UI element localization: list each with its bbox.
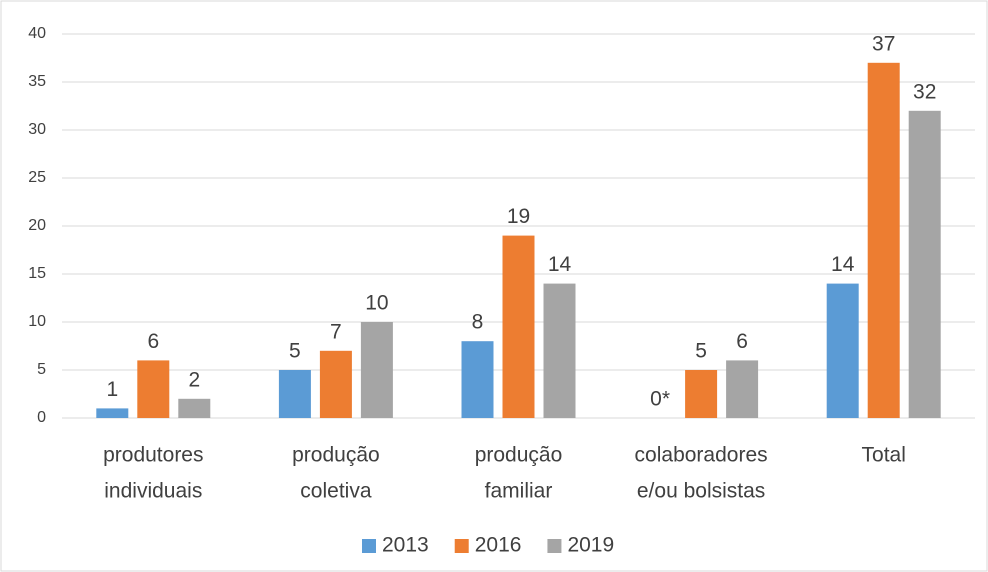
y-tick-label: 25 <box>28 169 46 186</box>
y-tick-label: 30 <box>28 121 46 138</box>
legend-label: 2013 <box>382 534 429 557</box>
bar <box>726 360 759 418</box>
legend-label: 2019 <box>567 534 614 557</box>
x-tick-label: produção <box>292 444 380 467</box>
value-label: 5 <box>695 340 707 363</box>
bar <box>137 360 170 418</box>
legend-swatch <box>454 539 469 553</box>
x-tick-label: individuais <box>104 480 202 503</box>
bar <box>685 370 718 418</box>
bar <box>867 62 900 419</box>
x-tick-label: e/ou bolsistas <box>637 480 765 503</box>
y-tick-label: 15 <box>28 265 46 282</box>
value-label: 32 <box>913 80 936 103</box>
x-tick-label: produção <box>475 444 563 467</box>
y-tick-label: 35 <box>28 73 46 90</box>
bar <box>360 322 393 418</box>
value-label: 14 <box>548 253 572 276</box>
y-tick-label: 0 <box>37 409 46 426</box>
legend-swatch <box>362 539 376 553</box>
bar <box>908 110 941 419</box>
bar <box>502 235 535 418</box>
value-label: 7 <box>330 320 342 343</box>
value-label: 6 <box>147 330 159 353</box>
value-label: 5 <box>289 340 301 363</box>
bar <box>178 398 211 418</box>
x-tick-label: coletiva <box>300 480 372 503</box>
value-label: 1 <box>106 378 118 401</box>
bar <box>96 408 129 418</box>
y-tick-label: 20 <box>28 217 46 234</box>
value-label: 19 <box>507 205 530 228</box>
bar <box>826 283 859 418</box>
value-label: 8 <box>472 311 484 334</box>
y-tick-label: 40 <box>28 25 46 42</box>
value-label: 0* <box>650 388 670 411</box>
x-tick-label: produtores <box>103 444 203 467</box>
value-label: 37 <box>872 32 895 55</box>
x-tick-label: familiar <box>485 480 553 503</box>
x-tick-label: colaboradores <box>635 444 768 467</box>
value-label: 10 <box>365 292 388 315</box>
legend-swatch <box>547 539 562 553</box>
value-label: 6 <box>736 330 748 353</box>
value-label: 2 <box>188 368 200 391</box>
bar <box>543 283 576 418</box>
legend-label: 2016 <box>475 534 522 557</box>
bar <box>278 370 311 418</box>
bar <box>461 341 494 418</box>
y-tick-label: 10 <box>28 313 46 330</box>
bar <box>319 350 352 418</box>
y-tick-label: 5 <box>37 361 46 378</box>
value-label: 14 <box>831 253 855 276</box>
x-tick-label: Total <box>862 444 906 467</box>
